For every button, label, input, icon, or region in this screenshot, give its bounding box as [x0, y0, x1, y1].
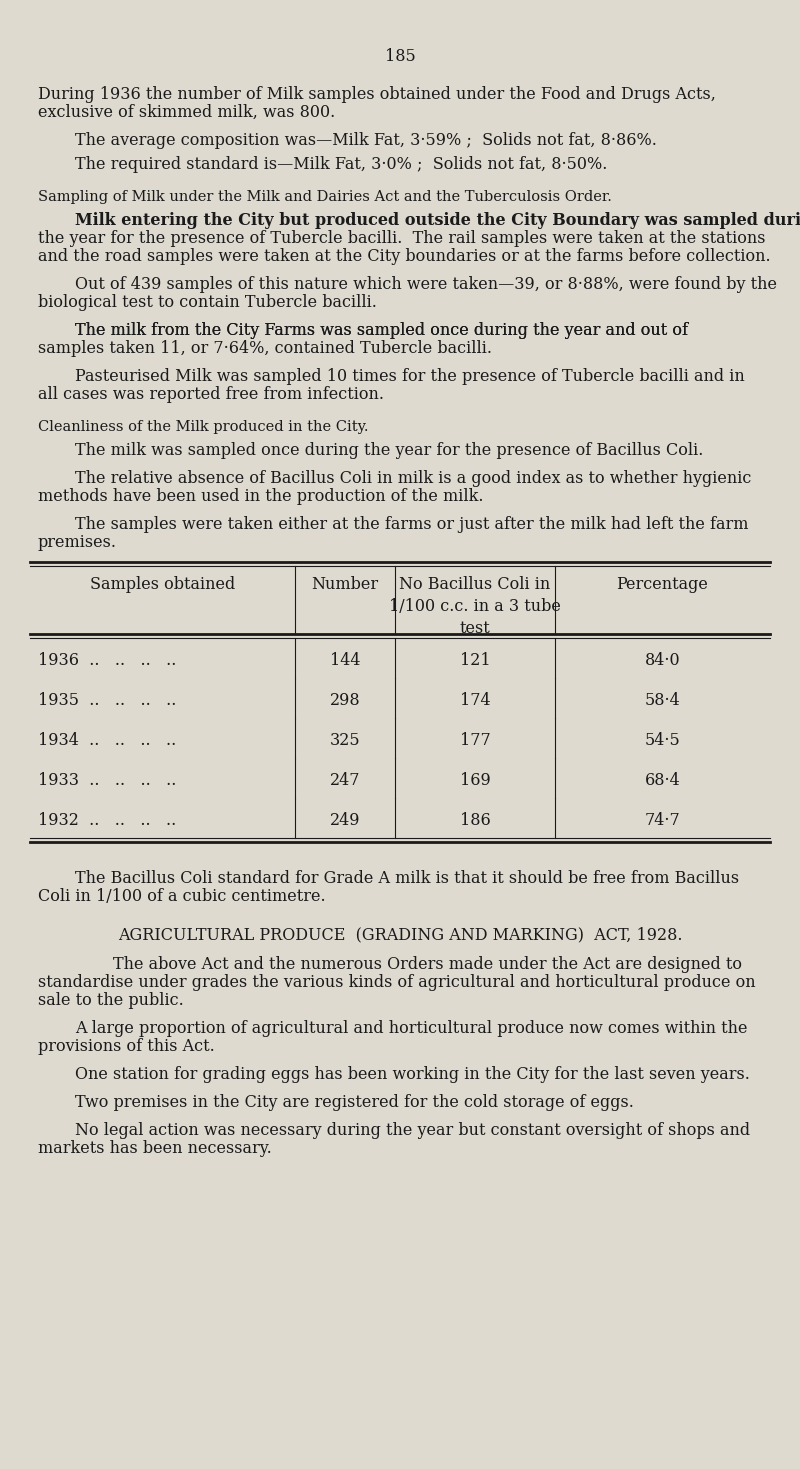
Text: 249: 249 [330, 811, 360, 829]
Text: The relative absence of Bacillus Coli in milk is a good index as to whether hygi: The relative absence of Bacillus Coli in… [75, 470, 751, 488]
Text: No legal action was necessary during the year but constant oversight of shops an: No legal action was necessary during the… [75, 1122, 750, 1138]
Text: 68·4: 68·4 [645, 771, 680, 789]
Text: exclusive of skimmed milk, was 800.: exclusive of skimmed milk, was 800. [38, 104, 335, 120]
Text: 174: 174 [460, 692, 490, 708]
Text: 298: 298 [330, 692, 360, 708]
Text: Number: Number [311, 576, 378, 593]
Text: 1935  ..   ..   ..   ..: 1935 .. .. .. .. [38, 692, 176, 708]
Text: One station for grading eggs has been working in the City for the last seven yea: One station for grading eggs has been wo… [75, 1066, 750, 1083]
Text: sale to the public.: sale to the public. [38, 992, 184, 1009]
Text: biological test to contain Tubercle bacilli.: biological test to contain Tubercle baci… [38, 294, 377, 311]
Text: 144: 144 [330, 651, 360, 668]
Text: 1936  ..   ..   ..   ..: 1936 .. .. .. .. [38, 651, 176, 668]
Text: markets has been necessary.: markets has been necessary. [38, 1140, 272, 1158]
Text: Two premises in the City are registered for the cold storage of eggs.: Two premises in the City are registered … [75, 1094, 634, 1111]
Text: 177: 177 [460, 732, 490, 749]
Text: The Bacillus Coli standard for Grade A milk is that it should be free from Bacil: The Bacillus Coli standard for Grade A m… [75, 870, 739, 887]
Text: Coli in 1/100 of a cubic centimetre.: Coli in 1/100 of a cubic centimetre. [38, 887, 326, 905]
Text: The milk was sampled once during the year for the presence of Bacillus Coli.: The milk was sampled once during the yea… [75, 442, 703, 458]
Text: A large proportion of agricultural and horticultural produce now comes within th: A large proportion of agricultural and h… [75, 1019, 747, 1037]
Text: The samples were taken either at the farms or just after the milk had left the f: The samples were taken either at the far… [75, 516, 749, 533]
Text: standardise under grades the various kinds of agricultural and horticultural pro: standardise under grades the various kin… [38, 974, 756, 992]
Text: 1934  ..   ..   ..   ..: 1934 .. .. .. .. [38, 732, 176, 749]
Text: 1933  ..   ..   ..   ..: 1933 .. .. .. .. [38, 771, 176, 789]
Text: methods have been used in the production of the milk.: methods have been used in the production… [38, 488, 483, 505]
Text: the year for the presence of Tubercle bacilli.  The rail samples were taken at t: the year for the presence of Tubercle ba… [38, 231, 766, 247]
Text: The milk from the City Farms was sampled once during the year and out of: The milk from the City Farms was sampled… [75, 322, 757, 339]
Text: No Bacillus Coli in
1/100 c.c. in a 3 tube
test: No Bacillus Coli in 1/100 c.c. in a 3 tu… [389, 576, 561, 638]
Text: 169: 169 [460, 771, 490, 789]
Text: and the road samples were taken at the City boundaries or at the farms before co: and the road samples were taken at the C… [38, 248, 770, 264]
Text: Samples obtained: Samples obtained [90, 576, 235, 593]
Text: 186: 186 [460, 811, 490, 829]
Text: 247: 247 [330, 771, 360, 789]
Text: During 1936 the number of Milk samples obtained under the Food and Drugs Acts,: During 1936 the number of Milk samples o… [38, 87, 716, 103]
Text: Percentage: Percentage [617, 576, 709, 593]
Text: Milk entering the City but produced outside the City Boundary was sampled during: Milk entering the City but produced outs… [75, 212, 800, 229]
Text: 74·7: 74·7 [645, 811, 680, 829]
Text: all cases was reported free from infection.: all cases was reported free from infecti… [38, 386, 384, 403]
Text: 58·4: 58·4 [645, 692, 680, 708]
Text: AGRICULTURAL PRODUCE  (GRADING AND MARKING)  ACT, 1928.: AGRICULTURAL PRODUCE (GRADING AND MARKIN… [118, 925, 682, 943]
Text: The required standard is—Milk Fat, 3·0% ;  Solids not fat, 8·50%.: The required standard is—Milk Fat, 3·0% … [75, 156, 607, 173]
Text: premises.: premises. [38, 535, 117, 551]
Text: Cleanliness of the Milk produced in the City.: Cleanliness of the Milk produced in the … [38, 420, 369, 433]
Text: samples taken 11, or 7·64%, contained Tubercle bacilli.: samples taken 11, or 7·64%, contained Tu… [38, 339, 492, 357]
Text: provisions of this Act.: provisions of this Act. [38, 1039, 214, 1055]
Text: Out of 439 samples of this nature which were taken—39, or 8·88%, were found by t: Out of 439 samples of this nature which … [75, 276, 777, 292]
Text: Sampling of Milk under the Milk and Dairies Act and the Tuberculosis Order.: Sampling of Milk under the Milk and Dair… [38, 190, 612, 204]
Text: 84·0: 84·0 [645, 651, 680, 668]
Text: The average composition was—Milk Fat, 3·59% ;  Solids not fat, 8·86%.: The average composition was—Milk Fat, 3·… [75, 132, 657, 148]
Text: 54·5: 54·5 [645, 732, 680, 749]
Text: The milk from the City Farms was sampled once during the year and out of: The milk from the City Farms was sampled… [75, 322, 688, 339]
Text: 325: 325 [330, 732, 360, 749]
Text: The above Act and the numerous Orders made under the Act are designed to: The above Act and the numerous Orders ma… [113, 956, 742, 972]
Text: Pasteurised Milk was sampled 10 times for the presence of Tubercle bacilli and i: Pasteurised Milk was sampled 10 times fo… [75, 369, 745, 385]
Text: 121: 121 [460, 651, 490, 668]
Text: 1932  ..   ..   ..   ..: 1932 .. .. .. .. [38, 811, 176, 829]
Text: 185: 185 [385, 48, 415, 65]
